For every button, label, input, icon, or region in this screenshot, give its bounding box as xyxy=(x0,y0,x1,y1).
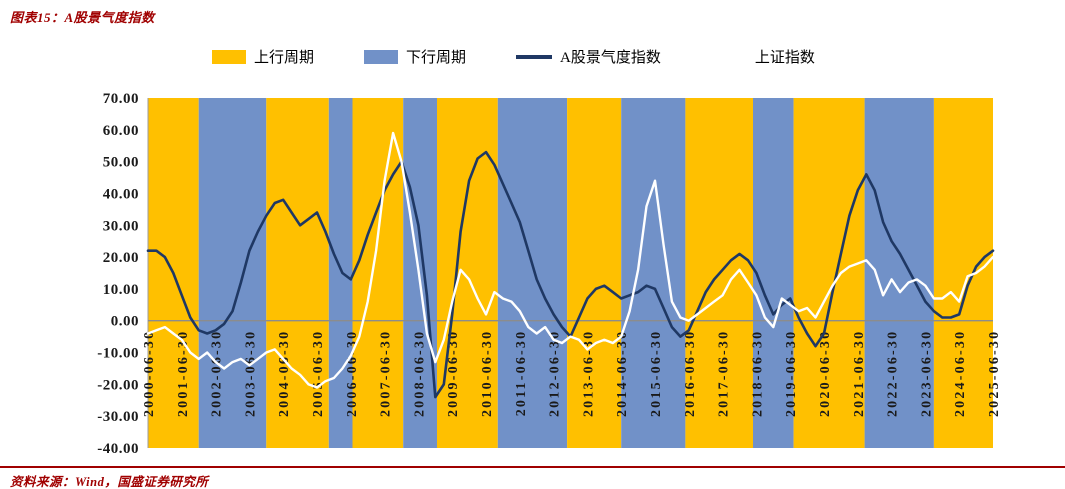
legend-label-down-cycle: 下行周期 xyxy=(406,50,467,66)
y-tick-label: 0.00 xyxy=(111,314,139,330)
y-tick-label: 20.00 xyxy=(103,250,139,266)
footer-rule xyxy=(0,466,1065,468)
cycle-band-down xyxy=(753,98,794,448)
cycle-band-up xyxy=(266,98,329,448)
cycle-band-down xyxy=(497,98,568,448)
y-tick-label: -20.00 xyxy=(97,377,139,393)
down-cycle-swatch xyxy=(364,49,399,64)
x-tick-label: 2020-06-30 xyxy=(818,330,833,417)
legend-label-prosperity-index: A股景气度指数 xyxy=(560,50,661,66)
legend-item-sse-index: 上证指数 xyxy=(710,46,815,67)
x-tick-label: 2010-06-30 xyxy=(480,330,495,417)
figure-title: 图表15：A股景气度指数 xyxy=(10,10,155,25)
x-tick-label: 2012-06-30 xyxy=(548,330,563,417)
x-tick-label: 2024-06-30 xyxy=(953,330,968,417)
x-tick-label: 2004-06-30 xyxy=(277,330,292,417)
sse-line-swatch xyxy=(710,54,747,59)
legend-item-up-cycle: 上行周期 xyxy=(212,46,314,67)
x-tick-label: 2011-06-30 xyxy=(514,330,529,417)
legend-item-down-cycle: 下行周期 xyxy=(364,46,466,67)
y-tick-label: 40.00 xyxy=(103,187,139,203)
x-tick-label: 2016-06-30 xyxy=(683,330,698,417)
up-cycle-swatch xyxy=(212,49,246,64)
y-tick-label: -10.00 xyxy=(97,346,139,362)
legend-label-sse-index: 上证指数 xyxy=(754,50,815,66)
y-tick-label: 30.00 xyxy=(103,218,139,234)
y-tick-label: 70.00 xyxy=(103,91,139,107)
x-tick-label: 2014-06-30 xyxy=(615,330,630,417)
cycle-band-down xyxy=(621,98,686,448)
source-note: 资料来源：Wind，国盛证券研究所 xyxy=(10,475,209,489)
x-tick-label: 2025-06-30 xyxy=(987,330,1002,417)
cycle-band-up xyxy=(567,98,622,448)
x-tick-label: 2022-06-30 xyxy=(886,330,901,417)
x-tick-label: 2000-06-30 xyxy=(142,330,157,417)
prosperity-line-swatch xyxy=(516,54,553,59)
y-tick-label: 60.00 xyxy=(103,123,139,139)
x-tick-label: 2015-06-30 xyxy=(649,330,664,417)
legend-label-up-cycle: 上行周期 xyxy=(254,50,315,66)
x-tick-label: 2006-06-30 xyxy=(345,330,360,417)
y-tick-label: 50.00 xyxy=(103,155,139,171)
series-sse-index xyxy=(146,131,995,389)
x-tick-label: 2001-06-30 xyxy=(176,330,191,417)
y-tick-label: -30.00 xyxy=(97,409,139,425)
y-tick-label: -40.00 xyxy=(97,441,139,457)
legend-item-prosperity-index: A股景气度指数 xyxy=(516,46,661,67)
x-tick-label: 2008-06-30 xyxy=(412,330,427,417)
cycle-band-down xyxy=(198,98,267,448)
x-tick-label: 2017-06-30 xyxy=(717,330,732,417)
x-tick-label: 2009-06-30 xyxy=(446,330,461,417)
x-tick-label: 2007-06-30 xyxy=(379,330,394,417)
cycle-band-up xyxy=(793,98,865,448)
cycle-band-up xyxy=(933,98,993,448)
x-tick-label: 2005-06-30 xyxy=(311,330,326,417)
chart-legend: 上行周期 下行周期 A股景气度指数 上证指数 xyxy=(212,46,815,67)
x-tick-label: 2013-06-30 xyxy=(581,330,596,417)
x-tick-label: 2021-06-30 xyxy=(852,330,867,417)
x-tick-label: 2023-06-30 xyxy=(919,330,934,417)
cycle-band-up xyxy=(352,98,404,448)
x-tick-label: 2019-06-30 xyxy=(784,330,799,417)
prosperity-cycle-chart: 70.00 60.00 50.00 40.00 30.00 20.00 10.00 0.00 -… xyxy=(97,91,1002,457)
y-tick-label: 10.00 xyxy=(103,282,139,298)
x-tick-label: 2018-06-30 xyxy=(750,330,765,417)
x-tick-label: 2003-06-30 xyxy=(243,330,258,417)
cycle-band-down xyxy=(403,98,437,448)
x-tick-label: 2002-06-30 xyxy=(210,330,225,417)
